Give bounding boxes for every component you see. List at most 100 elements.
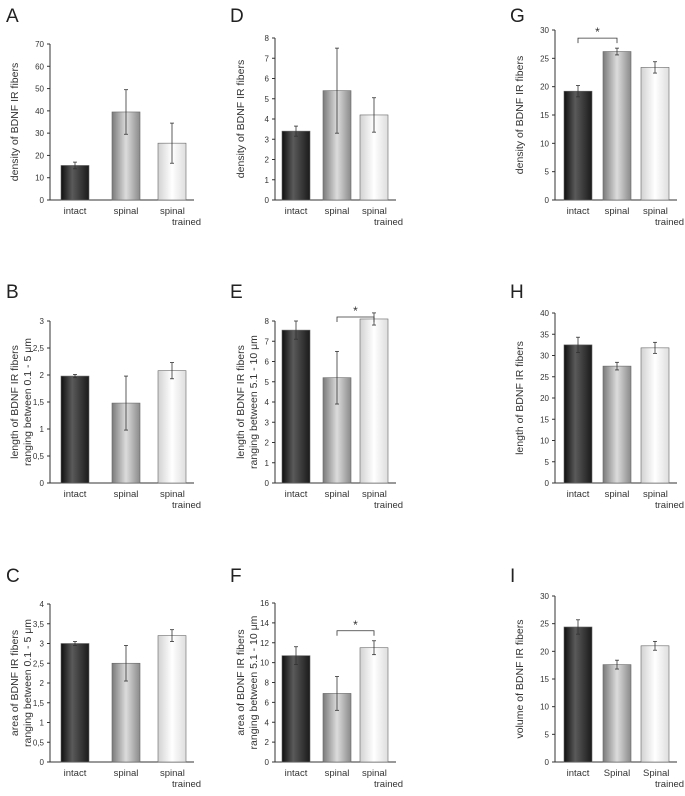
bar-2 [602,365,632,484]
y-tick-label: 14 [260,619,269,628]
category-label: spinal [605,206,630,217]
y-tick-label: 0 [265,758,270,767]
y-tick-label: 0 [545,758,550,767]
significance-bracket [577,37,618,44]
y-tick-label: 0 [40,758,45,767]
y-axis-label: ranging between 5.1 - 10 μm [248,615,260,749]
y-tick-label: 20 [540,394,549,403]
y-axis-label: ranging between 0.1 - 5 μm [22,338,34,466]
category-label: Spinal [604,768,630,779]
y-tick-label: 4 [265,115,270,124]
y-tick-label: 5 [545,168,550,177]
category-label: spinal [160,489,185,500]
panel-label: A [6,6,19,27]
y-tick-label: 16 [260,599,269,608]
category-label: intact [285,206,308,217]
bar-1 [563,626,593,763]
y-tick-label: 0 [40,479,45,488]
y-tick-label: 7 [265,54,270,63]
category-label: spinal [114,206,139,217]
y-tick-label: 4 [265,398,270,407]
category-label: intact [567,768,590,779]
y-tick-label: 15 [540,111,549,120]
y-tick-label: 25 [540,620,549,629]
category-label: intact [285,768,308,779]
panel-label: E [230,282,243,303]
y-tick-label: 1 [265,176,270,185]
y-tick-label: 5 [545,730,550,739]
category-label: trained [374,217,403,228]
bar-2 [602,664,632,763]
bar-3 [157,370,187,484]
y-tick-label: 10 [540,437,549,446]
category-label: trained [655,779,684,790]
category-label: spinal [362,489,387,500]
y-tick-label: 1 [40,719,45,728]
y-tick-label: 30 [540,26,549,35]
y-tick-label: 2 [265,439,270,448]
y-axis-label: ranging between 0.1 - 5 μm [22,619,34,747]
y-tick-label: 1,5 [33,699,45,708]
y-tick-label: 30 [540,592,549,601]
y-tick-label: 20 [540,83,549,92]
category-label: intact [64,489,87,500]
y-tick-label: 8 [265,679,270,688]
category-label: intact [567,206,590,217]
panel-label: G [510,6,525,27]
y-axis-label: density of BDNF IR fibers [9,63,21,181]
y-tick-label: 50 [35,85,44,94]
y-tick-label: 0 [545,479,550,488]
y-tick-label: 2 [265,156,270,165]
y-tick-label: 8 [265,317,270,326]
category-label: intact [567,489,590,500]
y-tick-label: 3,5 [33,620,45,629]
y-axis-label: ranging between 5.1 - 10 μm [248,335,260,469]
category-label: spinal [160,768,185,779]
y-tick-label: 30 [35,129,44,138]
y-axis-label: length of BDNF IR fibers [9,345,21,459]
y-tick-label: 1,5 [33,398,45,407]
y-axis-label: volume of BDNF IR fibers [514,619,526,738]
y-tick-label: 20 [540,647,549,656]
bar-1 [281,329,311,484]
y-tick-label: 0,5 [33,738,45,747]
y-tick-label: 3 [265,135,270,144]
category-label: intact [64,768,87,779]
bar-1 [563,344,593,484]
bar-3 [640,645,670,763]
y-tick-label: 6 [265,698,270,707]
y-tick-label: 1 [40,425,45,434]
y-tick-label: 0,5 [33,452,45,461]
bar-1 [281,130,311,201]
bar-1 [60,165,90,201]
bar-1 [563,90,593,201]
y-tick-label: 0 [40,196,45,205]
category-label: spinal [643,489,668,500]
category-label: trained [655,217,684,228]
bar-3 [640,347,670,484]
bar-3 [359,318,389,484]
category-label: spinal [325,206,350,217]
bar-2 [602,51,632,201]
category-label: spinal [605,489,630,500]
y-axis-label: area of BDNF IR fibers [9,630,21,736]
y-tick-label: 2 [40,679,45,688]
y-tick-label: 5 [265,378,270,387]
category-label: trained [172,500,201,511]
y-tick-label: 6 [265,358,270,367]
y-tick-label: 5 [545,458,550,467]
category-label: trained [172,217,201,228]
y-tick-label: 25 [540,54,549,63]
category-label: spinal [362,206,387,217]
category-label: trained [374,779,403,790]
y-tick-label: 0 [265,196,270,205]
y-tick-label: 10 [540,139,549,148]
